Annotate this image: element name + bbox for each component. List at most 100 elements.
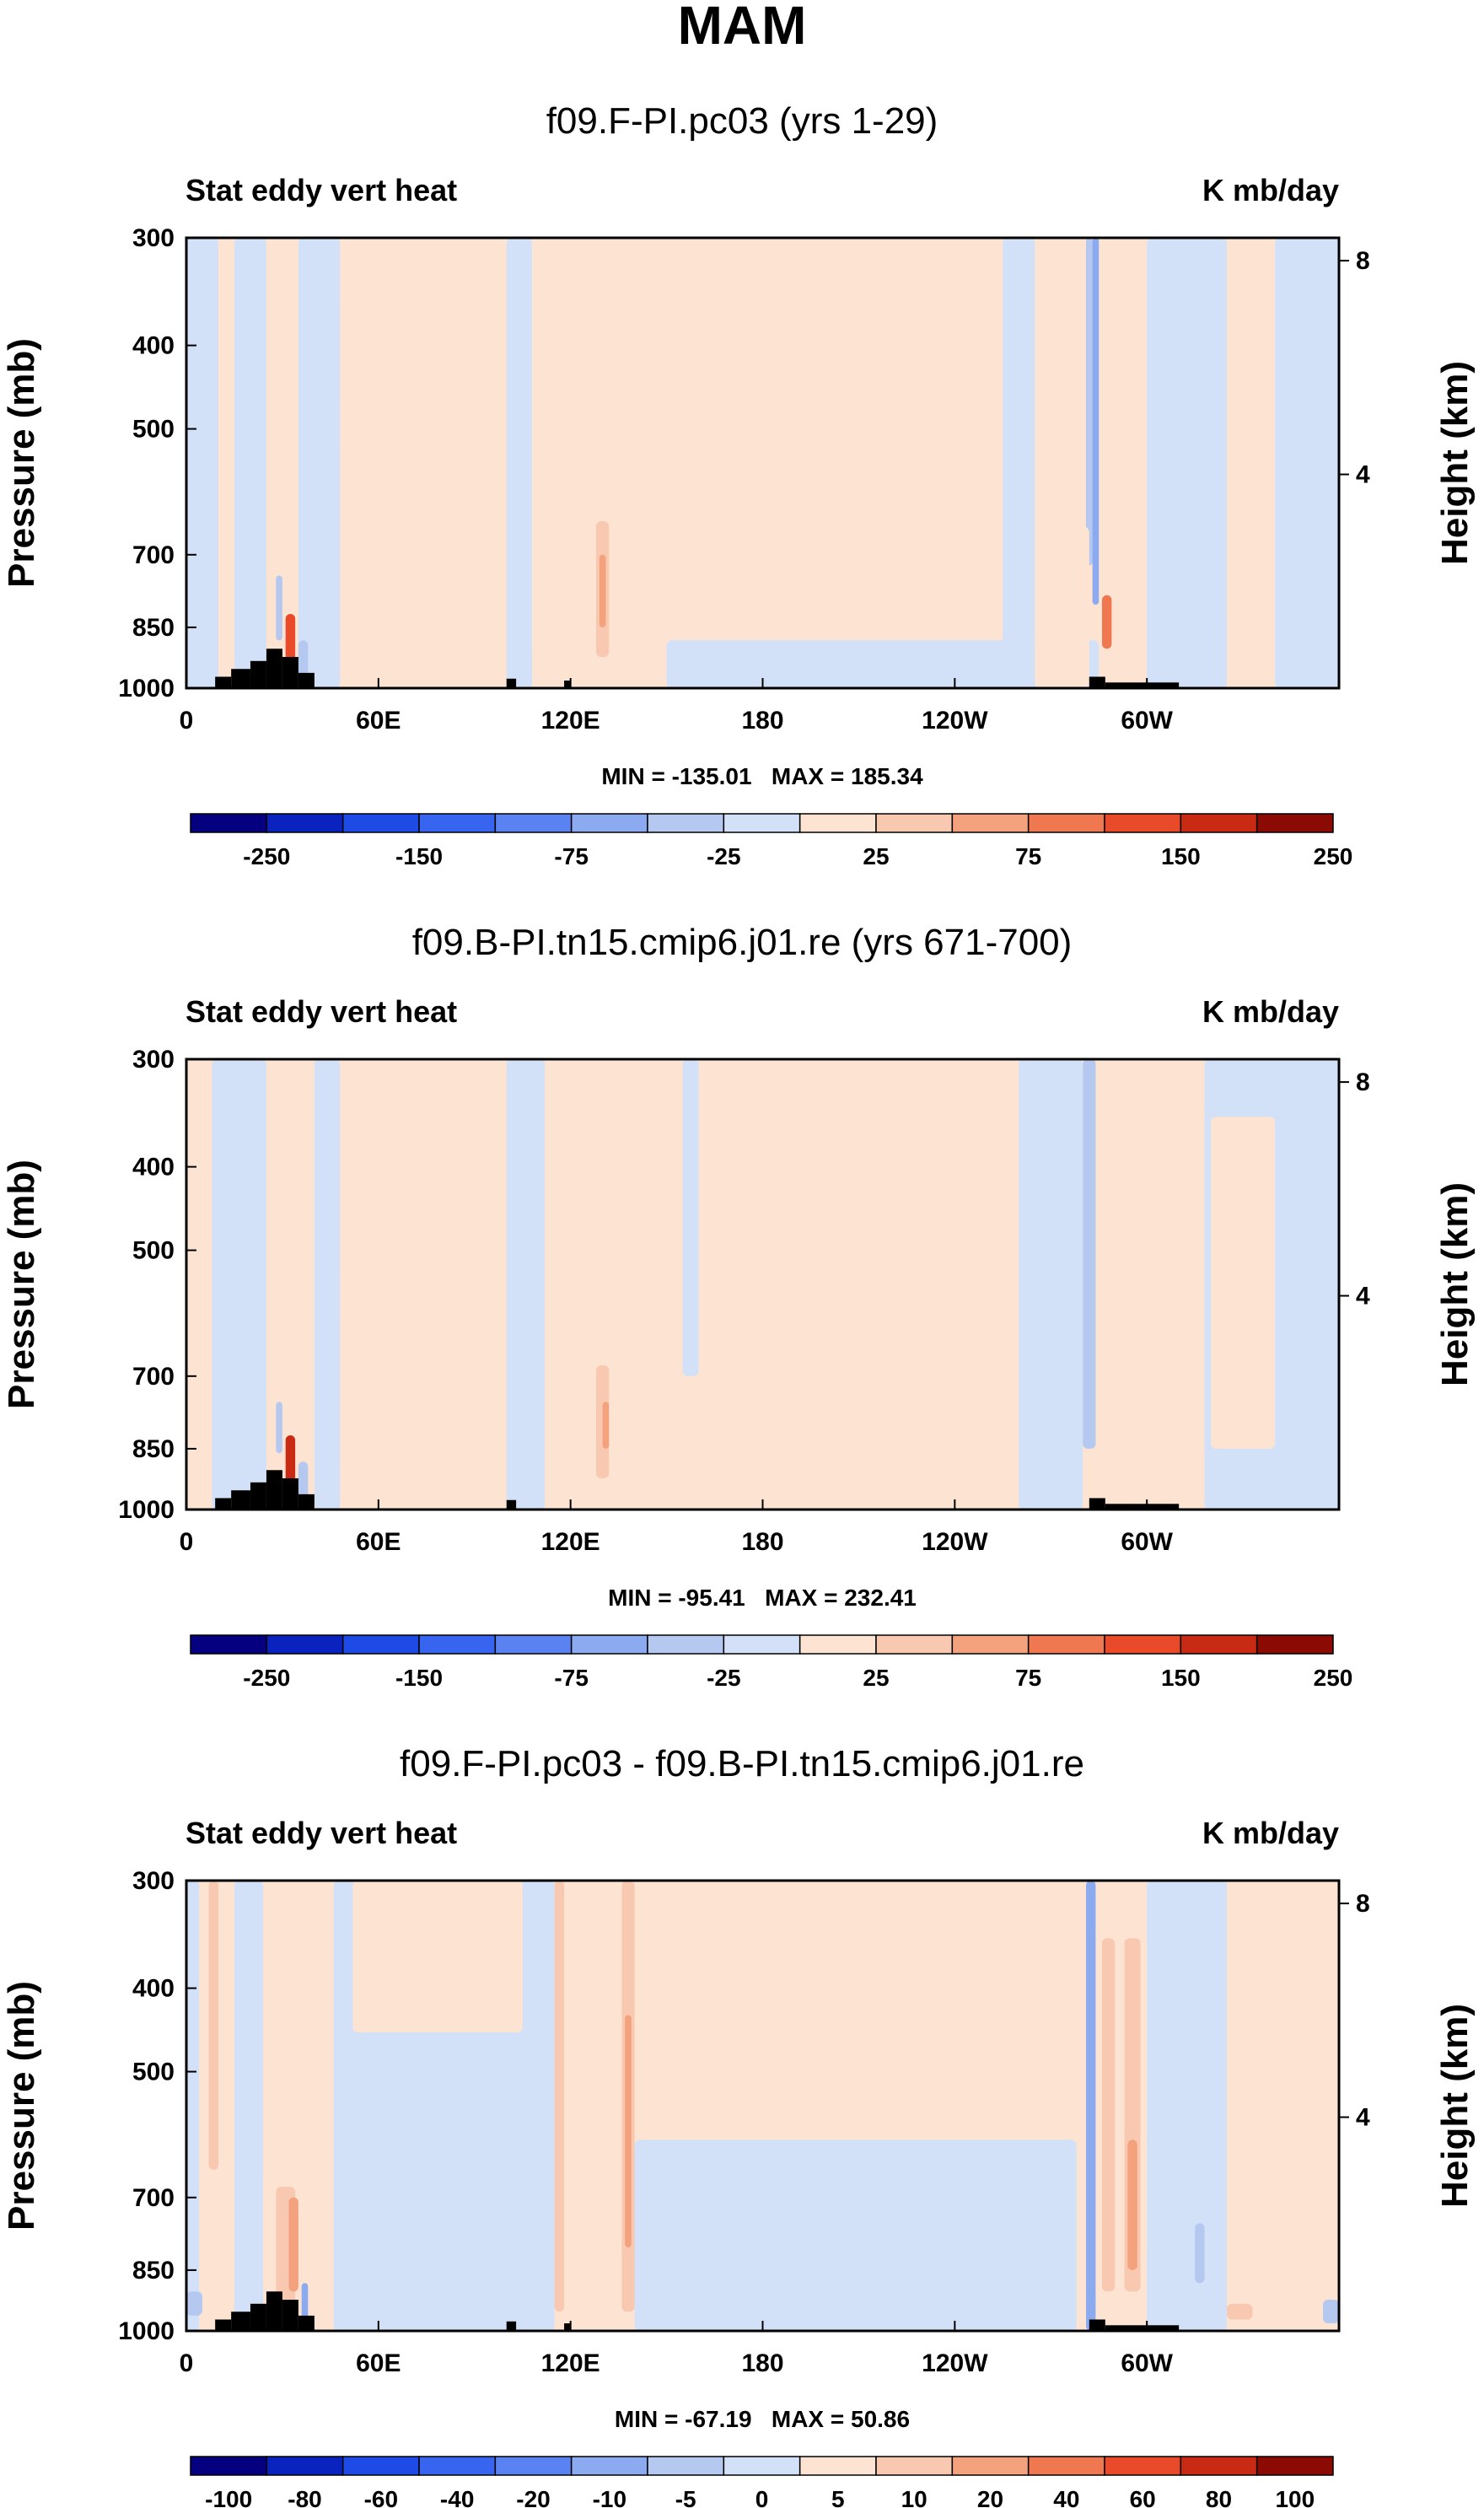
colorbar-label: 75 xyxy=(1015,1665,1041,1691)
panel-1-topography xyxy=(215,649,1180,688)
x-tick-label: 120W xyxy=(922,1528,988,1556)
field-region xyxy=(218,238,234,688)
panel-2-left-label: Stat eddy vert heat xyxy=(186,994,457,1029)
y-tick-label: 400 xyxy=(132,332,175,360)
panel-1-right-axis: 84 xyxy=(1339,247,1370,489)
height-tick-label: 4 xyxy=(1356,2104,1370,2132)
panel-3-title: f09.F-PI.pc03 - f09.B-PI.tn15.cmip6.j01.… xyxy=(400,1743,1084,1784)
colorbar-label: 25 xyxy=(863,843,889,869)
topography-block xyxy=(231,669,250,688)
colorbar-swatch xyxy=(1104,1634,1182,1655)
panel-1-ylabel-right: Height (km) xyxy=(1434,361,1476,565)
panel-3-right-label: K mb/day xyxy=(1202,1816,1339,1850)
colorbar-swatch xyxy=(341,2456,420,2476)
panel-2-right-label: K mb/day xyxy=(1202,994,1339,1029)
colorbar-swatch xyxy=(647,813,725,833)
field-region xyxy=(602,1402,610,1449)
colorbar-swatch xyxy=(647,1634,725,1655)
topography-block xyxy=(231,1490,250,1510)
colorbar-swatch xyxy=(1027,813,1105,833)
colorbar-label: 75 xyxy=(1015,843,1041,869)
colorbar-swatch xyxy=(798,813,877,833)
field-region xyxy=(340,443,507,649)
field-region xyxy=(276,1402,282,1454)
colorbar-label: 150 xyxy=(1161,843,1201,869)
x-tick-label: 60E xyxy=(356,2349,401,2377)
panel-2-min-max: MIN = -95.41 MAX = 232.41 xyxy=(608,1585,917,1611)
panel-3-field xyxy=(186,1881,1339,2331)
colorbar-label: 250 xyxy=(1314,1665,1353,1691)
panel-3-ylabel-right: Height (km) xyxy=(1434,2004,1476,2208)
field-region xyxy=(554,1881,565,2312)
colorbar-label: -60 xyxy=(364,2486,398,2508)
x-tick-label: 180 xyxy=(741,707,783,735)
colorbar-swatch xyxy=(266,1634,344,1655)
y-tick-label: 1000 xyxy=(118,2317,175,2345)
panel-3-colorbar: -100 -80 -60 -40 -20 -10 -5 0 5 10 20 40 60 80 100 xyxy=(190,2456,1334,2508)
y-tick-label: 700 xyxy=(132,2184,175,2212)
height-tick-label: 8 xyxy=(1356,1890,1370,1918)
topography-block xyxy=(1089,1498,1105,1510)
panel-3-x-axis: 0 60E 120E 180 120W 60W xyxy=(180,2321,1174,2377)
field-region xyxy=(186,238,218,688)
colorbar-swatch xyxy=(951,2456,1030,2476)
field-region xyxy=(234,238,266,688)
panel-2-field xyxy=(186,1059,1339,1510)
height-tick-label: 4 xyxy=(1356,1283,1370,1311)
topography-block xyxy=(250,1482,266,1510)
topography-block xyxy=(215,2319,232,2331)
topography-block xyxy=(564,2323,571,2331)
field-region xyxy=(1035,238,1083,688)
field-region xyxy=(340,295,417,406)
colorbar-swatch xyxy=(951,813,1030,833)
field-region xyxy=(1086,1881,1096,2331)
field-region xyxy=(1227,238,1276,627)
topography-block xyxy=(1105,682,1180,688)
colorbar-label: 60 xyxy=(1130,2486,1156,2508)
colorbar-label: 250 xyxy=(1314,843,1353,869)
x-tick-label: 180 xyxy=(741,1528,783,1556)
colorbar-label: -150 xyxy=(395,843,443,869)
field-region xyxy=(1127,2139,1137,2270)
colorbar-swatch xyxy=(875,813,954,833)
colorbar-swatch xyxy=(494,813,573,833)
panel-1-y-axis: 300 400 500 700 850 1000 xyxy=(118,224,196,702)
field-region xyxy=(634,2139,1077,2331)
colorbar-swatch xyxy=(418,1634,497,1655)
colorbar-label: -5 xyxy=(675,2486,696,2508)
topography-block xyxy=(506,1499,517,1510)
colorbar-swatch xyxy=(723,2456,801,2476)
panel-3-y-axis: 300 400 500 700 850 1000 xyxy=(118,1867,196,2345)
x-tick-label: 60E xyxy=(356,1528,401,1556)
topography-block xyxy=(282,657,298,688)
panel-1-x-axis: 0 60E 120E 180 120W 60W xyxy=(180,678,1174,735)
colorbar-swatch xyxy=(570,1634,648,1655)
colorbar-label: -40 xyxy=(440,2486,474,2508)
field-region xyxy=(1227,1881,1339,2331)
field-region xyxy=(266,1059,315,1510)
field-region xyxy=(1003,238,1035,649)
topography-block xyxy=(298,2315,315,2331)
panel-3-left-label: Stat eddy vert heat xyxy=(186,1816,457,1850)
panel-2-right-axis: 84 xyxy=(1339,1068,1370,1311)
panel-3-topography xyxy=(215,2291,1180,2331)
x-tick-label: 120W xyxy=(922,707,988,735)
colorbar-label: -250 xyxy=(243,1665,290,1691)
x-tick-label: 60E xyxy=(356,707,401,735)
colorbar-swatch xyxy=(875,2456,954,2476)
field-region xyxy=(634,1881,1083,2140)
colorbar-swatch xyxy=(570,2456,648,2476)
field-region xyxy=(340,1318,507,1471)
x-tick-label: 180 xyxy=(741,2349,783,2377)
x-tick-label: 0 xyxy=(180,1528,194,1556)
x-tick-label: 120E xyxy=(541,2349,600,2377)
topography-block xyxy=(231,2312,250,2331)
colorbar-swatch xyxy=(1255,2456,1334,2476)
x-tick-label: 60W xyxy=(1121,2349,1173,2377)
field-region xyxy=(634,238,1003,641)
colorbar-swatch xyxy=(570,813,648,833)
colorbar-swatch xyxy=(798,1634,877,1655)
field-region xyxy=(532,238,587,661)
panel-1-title: f09.F-PI.pc03 (yrs 1-29) xyxy=(546,100,938,142)
